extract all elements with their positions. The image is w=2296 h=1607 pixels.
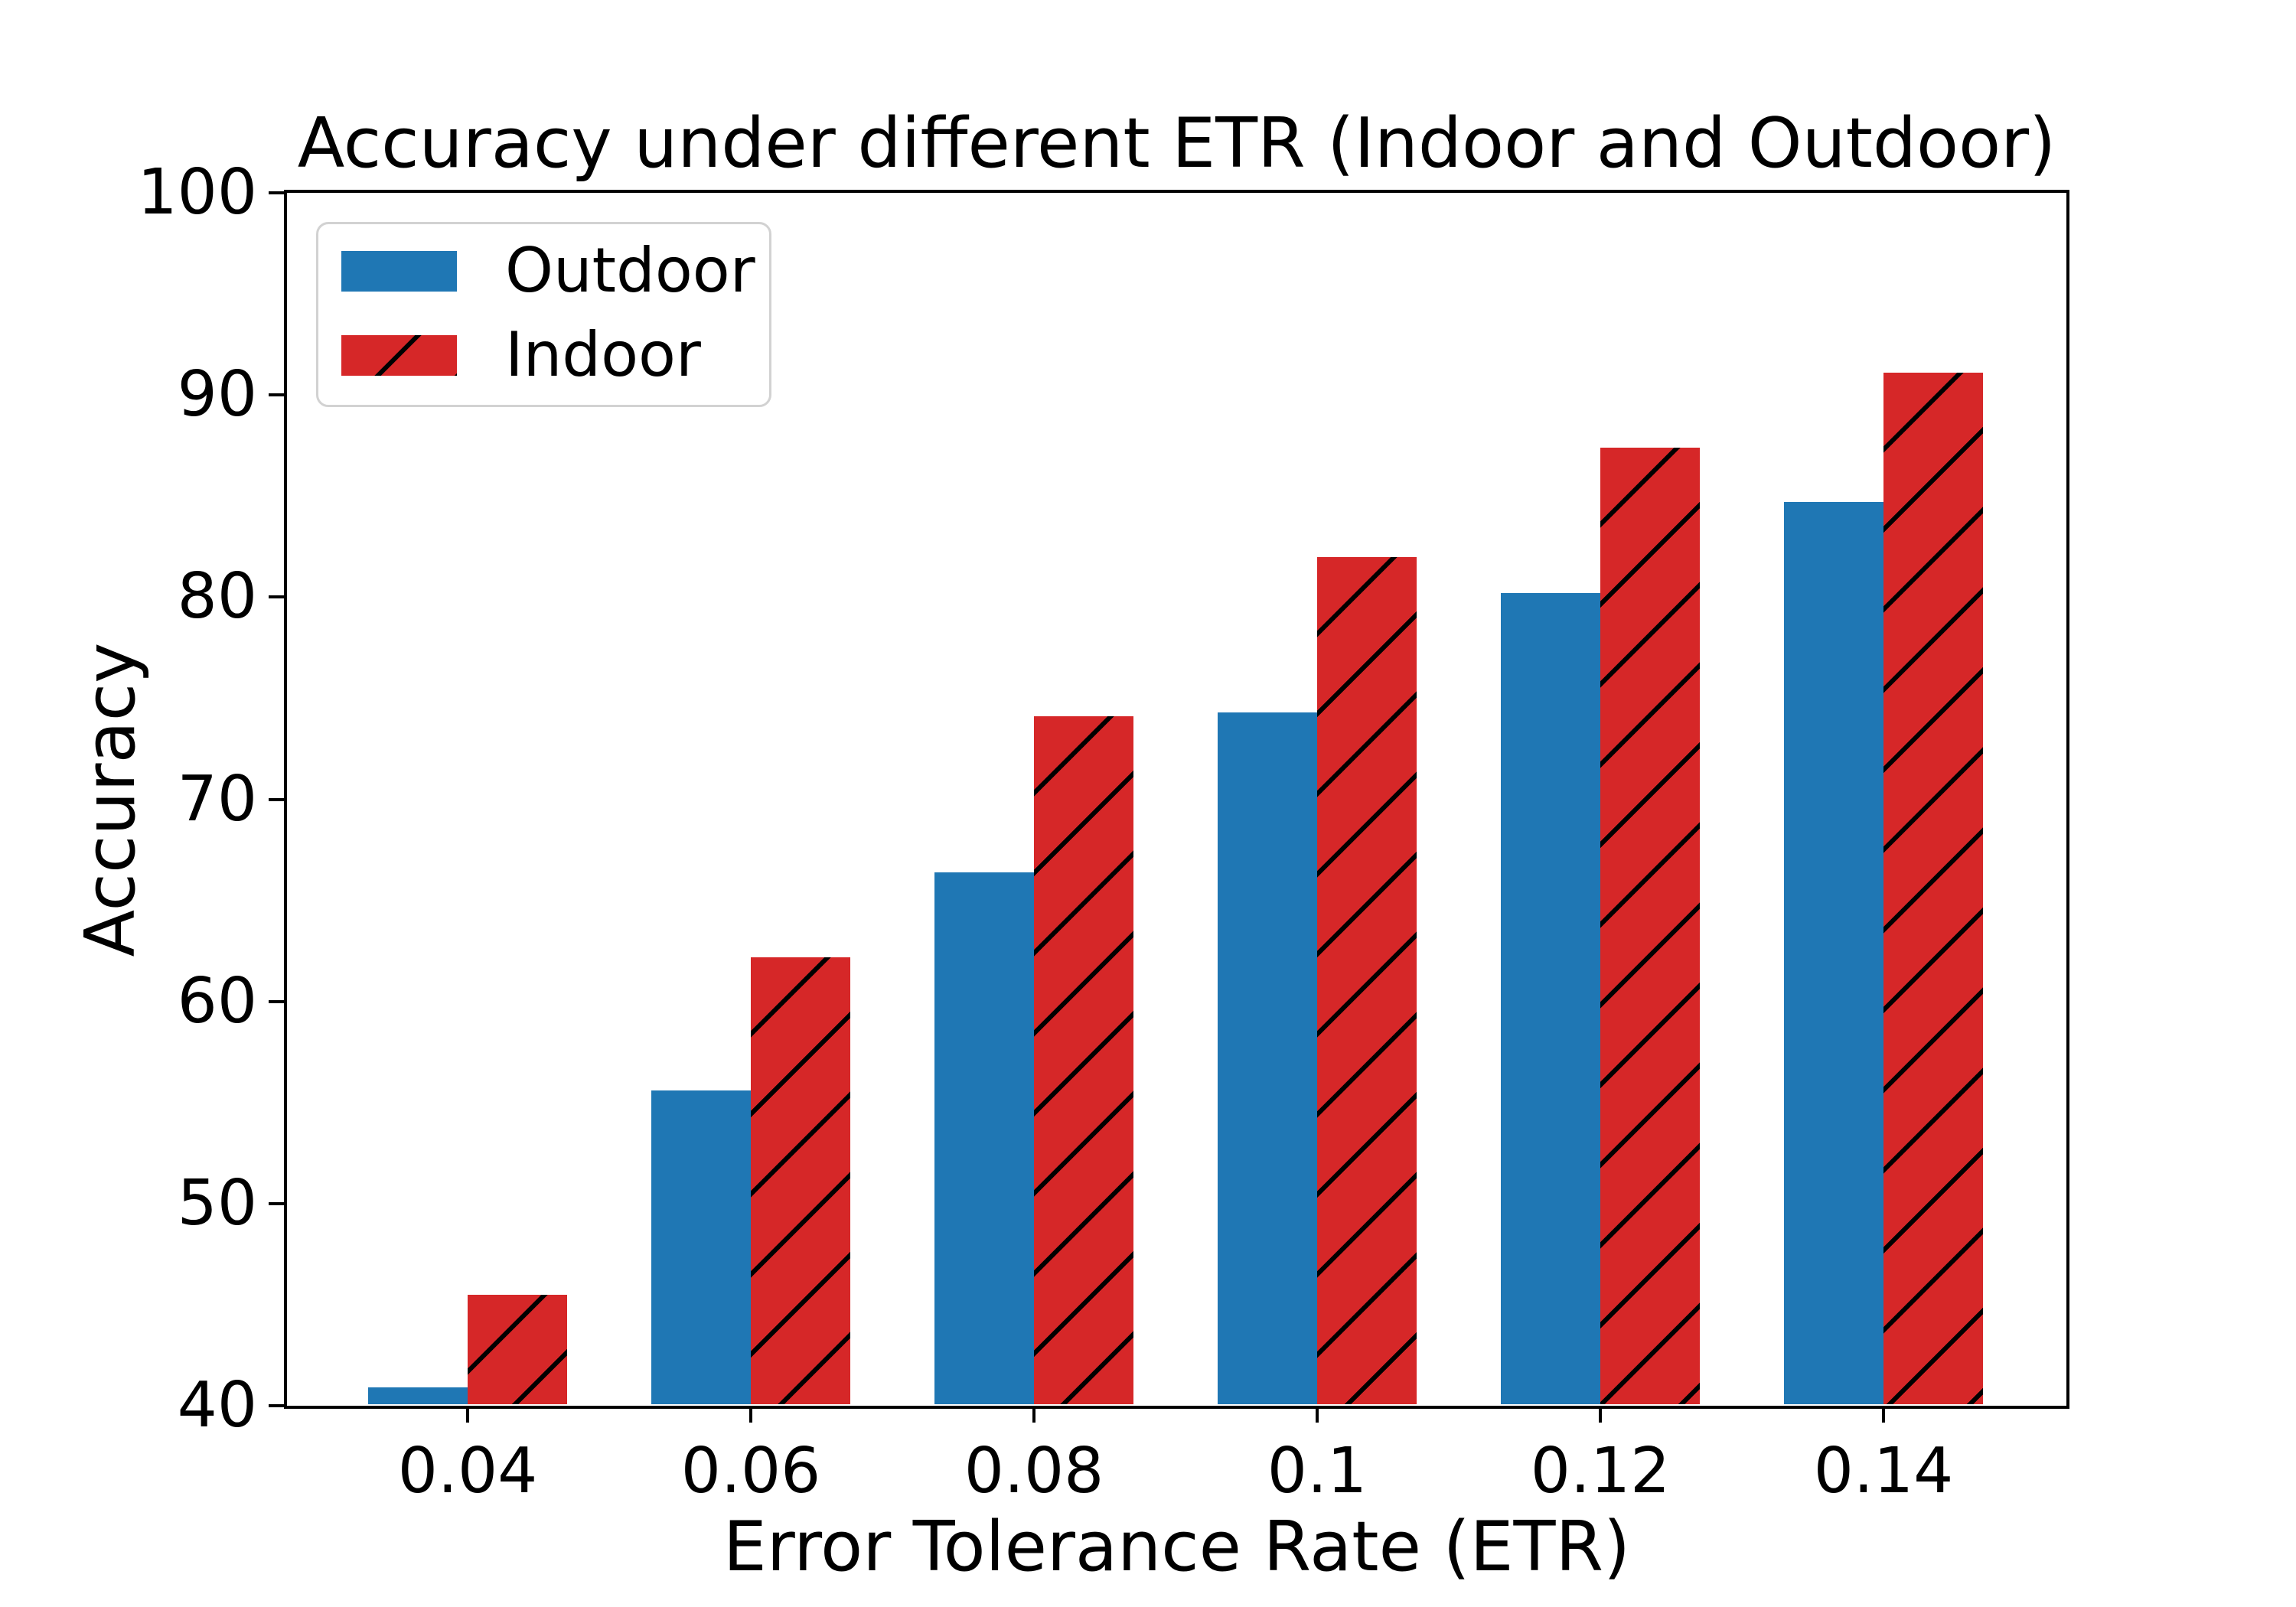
y-tick-mark [269, 797, 284, 801]
bar-indoor-0.14 [1883, 373, 1983, 1404]
y-tick-label: 60 [177, 964, 257, 1038]
y-tick-mark [269, 1404, 284, 1407]
x-tick-label: 0.04 [397, 1435, 538, 1508]
bar-outdoor-0.04 [368, 1387, 468, 1404]
y-tick-label: 80 [177, 560, 257, 634]
x-tick-label: 0.06 [680, 1435, 821, 1508]
bar-outdoor-0.1 [1218, 712, 1317, 1404]
y-tick-label: 90 [177, 358, 257, 432]
x-tick-mark [1032, 1407, 1035, 1423]
legend-patch-outdoor [341, 251, 457, 292]
x-tick-mark [466, 1407, 469, 1423]
y-tick-mark [269, 393, 284, 397]
bar-outdoor-0.14 [1784, 502, 1883, 1404]
y-tick-mark [269, 191, 284, 194]
bar-indoor-0.12 [1600, 447, 1700, 1404]
x-tick-label: 0.1 [1267, 1435, 1368, 1508]
y-tick-label: 40 [177, 1369, 257, 1442]
x-tick-mark [1882, 1407, 1885, 1423]
x-tick-label: 0.12 [1530, 1435, 1671, 1508]
y-tick-label: 70 [177, 762, 257, 836]
x-tick-label: 0.14 [1813, 1435, 1954, 1508]
legend-label-outdoor: Outdoor [505, 235, 755, 306]
y-tick-label: 50 [177, 1166, 257, 1240]
y-tick-label: 100 [137, 156, 257, 229]
x-tick-mark [1599, 1407, 1602, 1423]
chart-title: Accuracy under different ETR (Indoor and… [297, 103, 2056, 184]
x-tick-mark [1316, 1407, 1319, 1423]
bar-indoor-0.06 [751, 957, 850, 1404]
bar-indoor-0.04 [468, 1294, 567, 1404]
legend: Outdoor Indoor [316, 222, 771, 407]
bar-outdoor-0.12 [1501, 593, 1600, 1404]
bar-indoor-0.08 [1034, 716, 1133, 1404]
legend-label-indoor: Indoor [505, 319, 701, 390]
x-tick-mark [749, 1407, 752, 1423]
bar-outdoor-0.08 [934, 872, 1034, 1404]
bar-indoor-0.1 [1317, 556, 1417, 1404]
y-tick-mark [269, 999, 284, 1003]
x-tick-label: 0.08 [964, 1435, 1104, 1508]
bar-outdoor-0.06 [651, 1090, 751, 1404]
y-tick-mark [269, 1201, 284, 1205]
y-tick-mark [269, 595, 284, 599]
x-axis-label: Error Tolerance Rate (ETR) [722, 1507, 1631, 1587]
legend-patch-indoor [341, 335, 457, 376]
